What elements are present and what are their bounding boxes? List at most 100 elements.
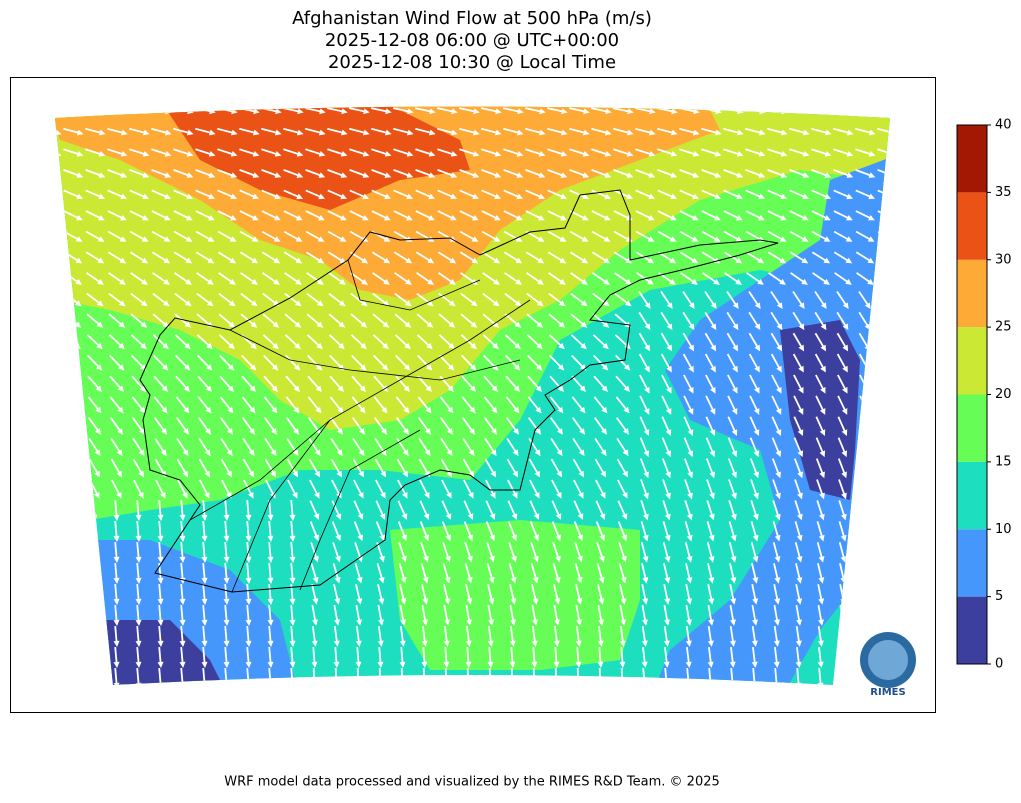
- colorbar-band: [957, 327, 987, 394]
- wind-arrow: [66, 356, 79, 369]
- wind-arrow: [883, 480, 889, 497]
- wind-arrow: [860, 396, 868, 412]
- wind-arrow: [71, 689, 73, 707]
- wind-arrow: [49, 605, 51, 623]
- wind-arrow-head: [70, 704, 76, 710]
- wind-arrow-head: [752, 683, 758, 689]
- wind-arrow-head: [889, 279, 896, 285]
- wind-arrow: [841, 626, 844, 644]
- wind-arrow-head: [55, 172, 62, 178]
- wind-arrow: [556, 668, 557, 686]
- wind-arrow-head: [333, 704, 339, 710]
- wind-arrow-head: [224, 704, 230, 710]
- wind-arrow: [71, 563, 73, 581]
- wind-arrow: [93, 563, 95, 581]
- wind-arrow: [862, 584, 866, 602]
- wind-arrow-head: [51, 428, 57, 435]
- wind-arrow-head: [619, 683, 625, 689]
- wind-arrow: [44, 376, 56, 390]
- wind-arrow-head: [92, 641, 98, 647]
- wind-arrow-head: [48, 620, 54, 626]
- wind-arrow-head: [50, 492, 55, 499]
- wind-arrow-head: [399, 704, 405, 710]
- wind-arrow-head: [685, 704, 691, 710]
- wind-arrow-head: [54, 258, 61, 264]
- wind-arrow: [855, 108, 873, 112]
- wind-arrow-head: [70, 557, 76, 563]
- wind-arrow: [291, 689, 293, 707]
- wind-arrow-head: [887, 302, 893, 309]
- wind-arrow-head: [74, 386, 80, 392]
- wind-arrow: [767, 108, 785, 112]
- wind-arrow: [225, 689, 227, 707]
- colorbar-tick-label: 30: [995, 252, 1012, 267]
- map-field: [40, 90, 910, 710]
- colorbar-tick-label: 0: [995, 657, 1003, 672]
- wind-arrow-head: [886, 366, 892, 373]
- wind-arrow: [107, 108, 125, 112]
- wind-arrow-head: [143, 108, 149, 114]
- wind-arrow-head: [92, 683, 98, 689]
- wind-arrow: [884, 584, 888, 602]
- wind-arrow: [402, 668, 403, 686]
- wind-arrow: [71, 605, 73, 623]
- wind-arrow-head: [290, 683, 296, 689]
- wind-arrow: [665, 689, 666, 707]
- wind-arrow: [709, 689, 710, 707]
- wind-arrow: [862, 542, 867, 559]
- wind-arrow-head: [92, 599, 98, 605]
- colorbar-band: [957, 597, 987, 664]
- wind-arrow: [49, 626, 51, 644]
- wind-arrow-head: [51, 407, 57, 414]
- wind-arrow: [43, 273, 58, 283]
- wind-arrow-head: [52, 343, 58, 349]
- wind-arrow-head: [825, 108, 831, 114]
- wind-arrow: [883, 459, 889, 476]
- wind-arrow: [314, 668, 315, 686]
- wind-arrow-head: [377, 704, 383, 710]
- wind-arrow: [85, 108, 103, 112]
- wind-arrow: [863, 689, 864, 707]
- wind-arrow-head: [885, 556, 891, 563]
- logo-text: RIMES: [870, 687, 905, 698]
- wind-arrow-head: [862, 577, 868, 584]
- wind-arrow-head: [48, 557, 54, 563]
- wind-arrow-head: [246, 683, 252, 689]
- wind-arrow-head: [48, 683, 54, 689]
- wind-arrow-head: [886, 408, 891, 415]
- wind-arrow: [49, 521, 51, 539]
- wind-arrow: [137, 689, 139, 707]
- wind-arrow-head: [48, 578, 54, 584]
- wind-arrow-head: [55, 108, 61, 114]
- wind-arrow-head: [863, 556, 869, 563]
- wind-arrow-head: [54, 194, 61, 200]
- wind-arrow-head: [52, 364, 58, 370]
- wind-arrow-head: [773, 704, 779, 710]
- colorbar-tick-label: 5: [995, 589, 1003, 604]
- wind-arrow: [336, 668, 337, 686]
- wind-arrow-head: [839, 704, 845, 710]
- wind-arrow-head: [862, 598, 868, 604]
- wind-arrow-head: [70, 599, 76, 605]
- wind-arrow: [883, 500, 889, 517]
- wind-arrow: [93, 542, 95, 560]
- wind-arrow-head: [224, 683, 230, 689]
- wind-arrow: [159, 689, 161, 707]
- wind-arrow-head: [48, 704, 54, 710]
- wind-arrow-head: [664, 683, 670, 689]
- wind-arrow-head: [886, 429, 891, 436]
- wind-arrow: [65, 335, 78, 347]
- wind-arrow-head: [885, 493, 891, 500]
- title-line: Afghanistan Wind Flow at 500 hPa (m/s): [292, 8, 652, 29]
- wind-arrow: [883, 521, 888, 538]
- wind-arrow: [753, 689, 754, 707]
- wind-arrow: [66, 397, 77, 411]
- wind-arrow-head: [597, 683, 603, 689]
- wind-arrow: [41, 108, 59, 112]
- wind-arrow: [93, 584, 95, 602]
- wind-arrow-head: [864, 366, 870, 373]
- wind-arrow: [861, 500, 867, 517]
- wind-arrow-head: [73, 449, 79, 456]
- wind-arrow-head: [641, 704, 647, 710]
